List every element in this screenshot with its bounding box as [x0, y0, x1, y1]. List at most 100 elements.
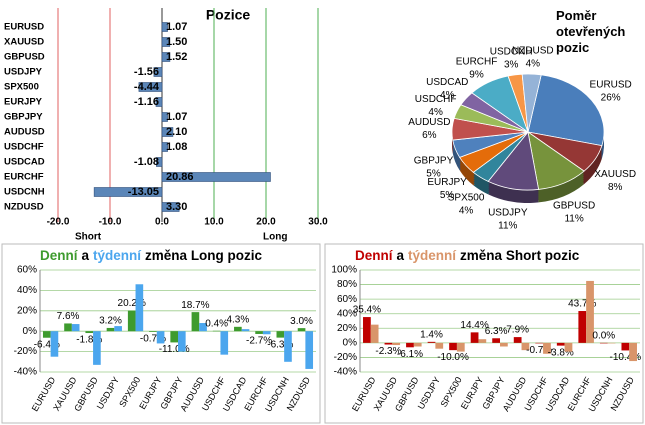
slice-value: 4% — [428, 107, 443, 118]
value-label: 2.10 — [166, 126, 187, 138]
bar — [629, 342, 637, 362]
bar — [161, 172, 271, 182]
slice-label: EURCHF — [456, 56, 498, 67]
bar — [543, 342, 551, 354]
bar — [93, 331, 101, 365]
chart-title: Denní a týdenní změna Long pozic — [40, 248, 263, 263]
bar — [564, 342, 573, 352]
y-tick-label: 100% — [331, 265, 357, 276]
x-tick-label: 10.0 — [204, 217, 224, 228]
panel-frame — [1, 243, 321, 424]
bar — [305, 331, 314, 369]
value-label: 7.6% — [57, 311, 80, 322]
y-tick-label: 40% — [337, 308, 357, 319]
bar — [50, 331, 59, 357]
category-label: USDJPY — [4, 67, 43, 78]
category-label: EURJPY — [4, 97, 43, 108]
value-label: 3.30 — [166, 201, 187, 213]
bar — [114, 326, 122, 332]
bar — [85, 331, 94, 334]
slice-label: EURUSD — [590, 79, 632, 90]
bar — [513, 337, 522, 343]
bar — [435, 342, 444, 349]
annotation: Long — [263, 232, 287, 243]
slice-value: 11% — [564, 213, 583, 224]
value-label: 6.3% — [485, 326, 508, 337]
bar — [106, 327, 115, 332]
value-label: 3.0% — [290, 316, 313, 327]
value-label: 0.4% — [205, 318, 228, 329]
slice-value: 3% — [504, 59, 519, 70]
bar — [262, 331, 271, 335]
bar — [161, 52, 171, 62]
bar — [470, 332, 479, 343]
bar — [556, 342, 565, 346]
slice-value: 8% — [608, 182, 623, 193]
bar — [220, 331, 229, 355]
bar — [384, 342, 393, 345]
value-label: 1.52 — [166, 51, 187, 63]
slice-label: AUDUSD — [408, 117, 450, 128]
bar — [161, 22, 168, 32]
slice-label: USDCAD — [426, 77, 468, 88]
value-label: -1.16 — [134, 96, 159, 108]
value-label: 7.9% — [506, 325, 529, 336]
bar — [170, 331, 178, 343]
category-label: XAUUSD — [4, 37, 44, 48]
slice-label: XAUUSD — [594, 169, 636, 180]
value-label: 43.7% — [568, 299, 596, 310]
value-label: -6.4% — [34, 339, 60, 350]
y-tick-label: 60% — [17, 265, 37, 276]
category-label: USDCAD — [4, 157, 45, 168]
title-series: týdenní — [93, 248, 142, 263]
value-label: 1.07 — [166, 111, 187, 123]
value-label: -1.08 — [134, 156, 159, 168]
title-series: týdenní — [408, 248, 457, 263]
value-label: -2.7% — [246, 336, 272, 347]
bar — [155, 97, 163, 107]
title-series: Denní — [40, 248, 79, 263]
slice — [521, 73, 542, 133]
value-label: 1.07 — [166, 21, 187, 33]
slice-value: 11% — [498, 220, 517, 231]
value-label: 20.86 — [166, 171, 194, 183]
category-label: EURCHF — [4, 172, 44, 183]
slice-value: 4% — [440, 90, 455, 101]
y-tick-label: -40% — [14, 367, 37, 378]
value-label: 18.7% — [181, 300, 209, 311]
y-tick-label: -40% — [334, 367, 357, 378]
value-label: -3.8% — [548, 347, 574, 358]
category-label: AUDUSD — [4, 127, 45, 138]
bar — [153, 67, 163, 77]
bar — [212, 330, 221, 332]
x-tick-label: 20.0 — [256, 217, 276, 228]
title-rest: změna Short pozic — [460, 248, 580, 263]
y-tick-label: 20% — [337, 323, 357, 334]
y-tick-label: 20% — [17, 305, 37, 316]
slice-value: 26% — [601, 92, 621, 103]
slice-value: 9% — [469, 69, 484, 80]
bar — [156, 331, 165, 344]
bar — [161, 142, 168, 152]
slice-label: EURJPY — [427, 177, 467, 188]
bar — [161, 37, 171, 47]
bar — [161, 112, 168, 122]
slice-label: GBPUSD — [553, 200, 595, 211]
title-series: Denní — [355, 248, 394, 263]
bar — [363, 317, 371, 343]
slice-value: 4% — [526, 58, 541, 69]
category-label: GBPJPY — [4, 112, 43, 123]
y-tick-label: 80% — [337, 279, 357, 290]
value-label: 14.4% — [460, 320, 488, 331]
value-label: -11.0% — [159, 344, 190, 355]
slice-label: GBPJPY — [414, 156, 454, 167]
bar — [521, 342, 530, 351]
value-label: 35.4% — [353, 305, 381, 316]
bar — [276, 331, 285, 338]
bar — [427, 341, 436, 343]
bar — [297, 328, 306, 332]
annotation: Short — [75, 232, 102, 243]
bar — [284, 331, 292, 362]
x-tick-label: 30.0 — [308, 217, 328, 228]
